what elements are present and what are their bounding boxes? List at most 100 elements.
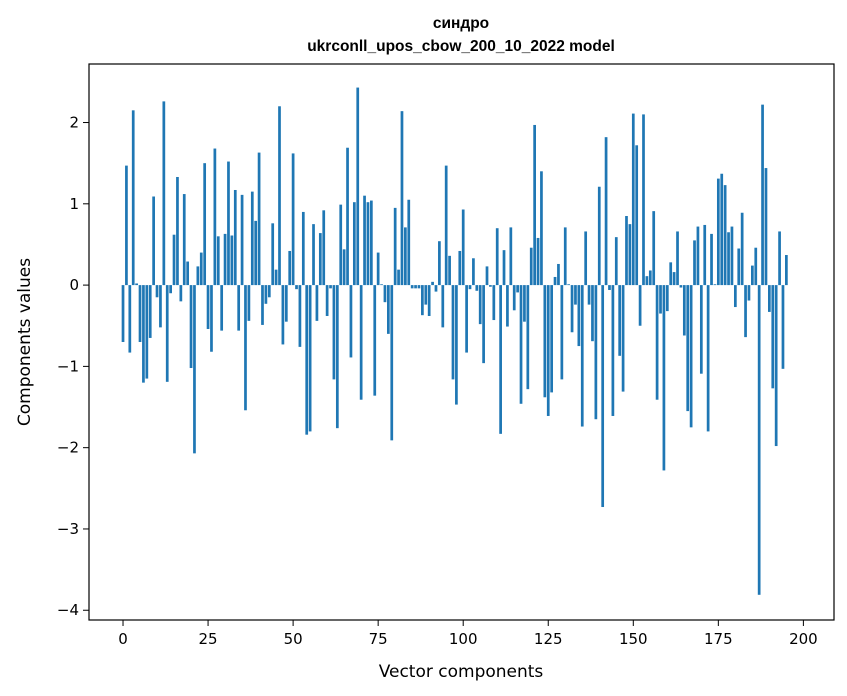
bar-71: [363, 195, 366, 286]
bar-172: [706, 285, 710, 432]
y-tick-label: −4: [57, 601, 79, 619]
bar-77: [383, 285, 387, 303]
bar-52: [298, 285, 302, 347]
bar-177: [723, 185, 727, 286]
bar-22: [196, 266, 200, 286]
bar-148: [625, 216, 628, 286]
bar-154: [645, 276, 649, 286]
bar-18: [182, 194, 186, 286]
y-tick-label: −3: [57, 520, 79, 538]
bar-94: [441, 285, 445, 328]
bar-101: [465, 285, 468, 353]
chart-title-line1: синдро: [433, 15, 489, 32]
bar-158: [659, 285, 662, 314]
bar-133: [574, 285, 577, 305]
bar-93: [438, 241, 441, 286]
bar-156: [652, 211, 656, 286]
y-axis-ticks: −4 −3 −2 −1 0 1 2: [57, 114, 89, 619]
x-tick-label: 150: [619, 630, 648, 648]
bar-1: [125, 165, 128, 286]
x-axis-label: Vector components: [379, 662, 544, 682]
bar-146: [618, 285, 622, 356]
bar-13: [165, 285, 169, 382]
bar-49: [288, 250, 292, 286]
bar-117: [519, 285, 523, 404]
bar-149: [628, 224, 632, 286]
bar-91: [431, 281, 434, 286]
x-tick-label: 0: [118, 630, 128, 648]
bar-99: [458, 250, 462, 286]
bar-191: [771, 285, 775, 389]
bar-167: [689, 285, 693, 428]
bar-142: [604, 137, 608, 286]
bar-171: [703, 224, 707, 286]
bar-82: [400, 111, 404, 286]
bar-187: [757, 285, 761, 595]
bar-109: [492, 285, 496, 321]
bar-85: [410, 285, 414, 289]
bar-29: [220, 285, 224, 331]
bar-178: [727, 232, 730, 286]
bar-57: [315, 285, 319, 321]
bar-127: [553, 276, 557, 286]
bar-15: [172, 234, 176, 286]
bar-186: [754, 247, 758, 286]
bar-36: [244, 285, 247, 411]
bar-30: [223, 233, 227, 286]
bar-43: [267, 285, 271, 298]
y-axis-label: Components values: [15, 258, 35, 426]
bar-105: [478, 285, 482, 325]
x-tick-label: 100: [449, 630, 478, 648]
bar-95: [444, 165, 448, 286]
bar-56: [312, 224, 315, 286]
bar-9: [152, 196, 155, 286]
bar-97: [451, 285, 455, 380]
bars-group: [121, 87, 788, 595]
bar-42: [264, 285, 268, 304]
bar-184: [747, 285, 751, 301]
bar-125: [546, 285, 550, 416]
y-tick-label: −1: [57, 357, 79, 375]
bar-139: [594, 285, 598, 420]
bar-64: [339, 204, 343, 286]
bar-190: [768, 285, 771, 312]
bar-72: [366, 202, 370, 286]
bar-33: [233, 189, 237, 286]
bar-34: [237, 285, 241, 331]
bar-87: [417, 285, 421, 289]
y-tick-label: 0: [69, 276, 79, 294]
bar-168: [693, 240, 696, 286]
bar-76: [380, 284, 383, 286]
bar-79: [390, 285, 394, 441]
bar-141: [601, 285, 605, 508]
bar-140: [597, 186, 601, 286]
bar-185: [751, 265, 754, 286]
bar-174: [713, 284, 717, 286]
bar-181: [737, 248, 741, 286]
bar-44: [271, 223, 275, 286]
bar-161: [669, 262, 673, 286]
bar-74: [373, 285, 377, 396]
bar-122: [536, 237, 540, 286]
bar-69: [356, 87, 360, 286]
bar-17: [179, 285, 183, 302]
bar-182: [740, 212, 744, 286]
bar-55: [308, 285, 312, 432]
bar-128: [557, 263, 560, 286]
bar-124: [543, 285, 547, 398]
bar-152: [638, 285, 642, 326]
bar-50: [291, 153, 295, 286]
bar-54: [305, 285, 309, 435]
bar-40: [257, 152, 261, 286]
bar-116: [516, 285, 519, 293]
bar-102: [468, 285, 472, 290]
bar-147: [621, 285, 625, 392]
y-tick-label: −2: [57, 439, 79, 457]
bar-144: [611, 285, 615, 416]
bar-138: [591, 285, 594, 342]
bar-65: [342, 249, 346, 286]
bar-66: [346, 147, 349, 286]
bar-165: [682, 285, 686, 336]
bar-28: [216, 236, 220, 286]
bar-131: [567, 284, 571, 286]
